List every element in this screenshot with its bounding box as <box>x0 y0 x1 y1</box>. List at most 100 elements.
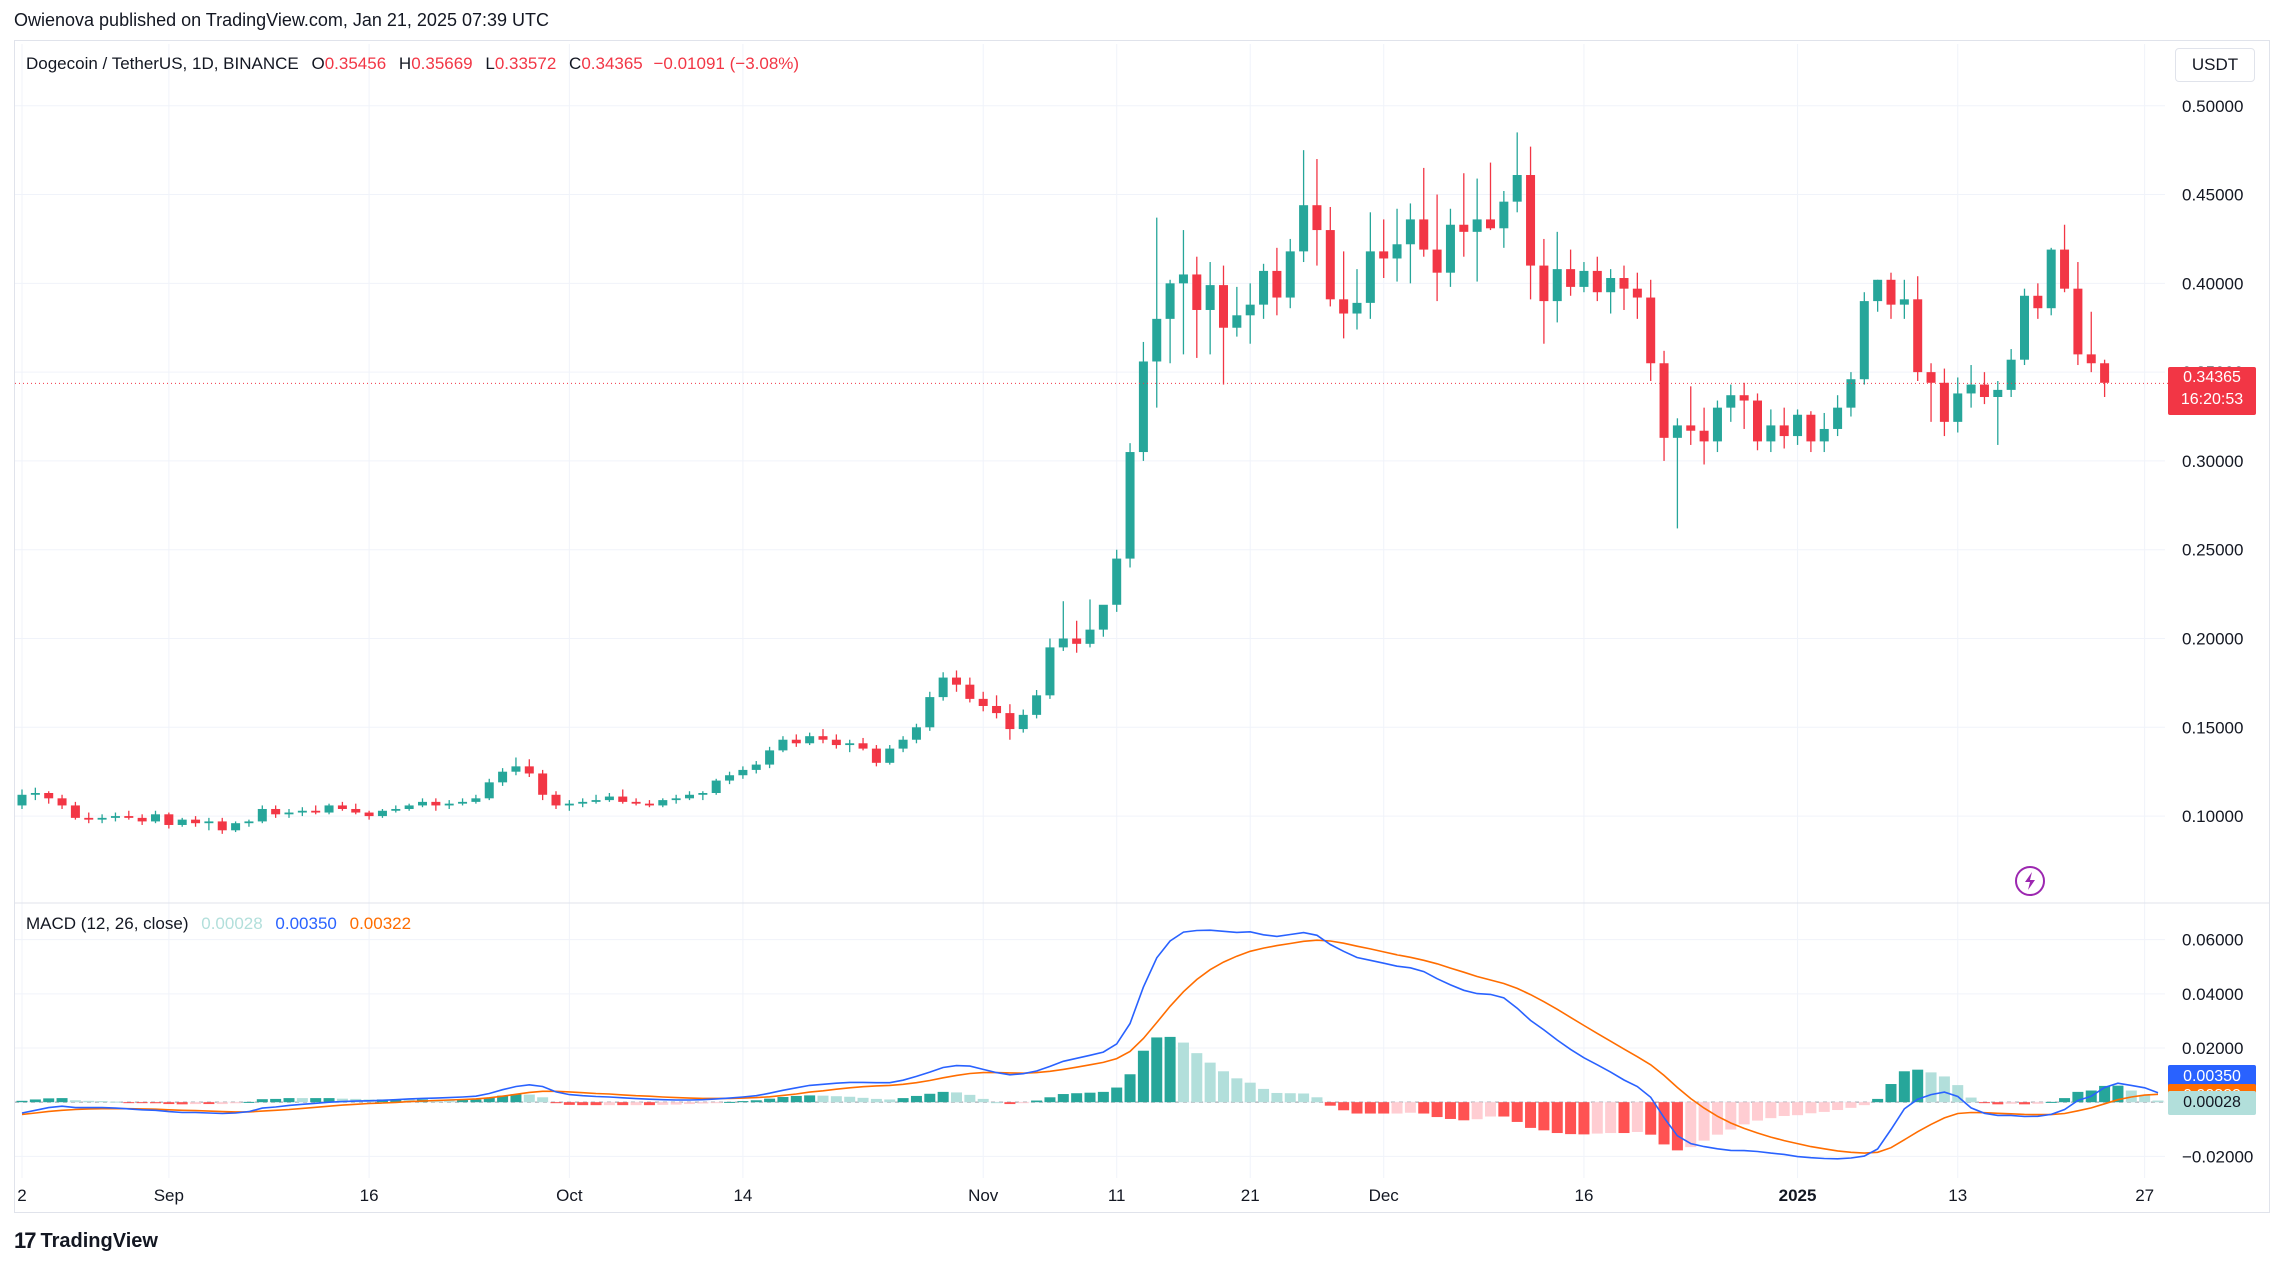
replay-lightning-icon <box>2015 866 2045 896</box>
macd-histogram-bar <box>16 1100 28 1103</box>
candle-body <box>2046 249 2056 309</box>
macd-histogram-bar <box>1645 1102 1657 1135</box>
macd-histogram-bar <box>2112 1085 2124 1103</box>
candle-body <box>965 684 975 699</box>
candle-body <box>1926 372 1936 383</box>
time-axis-tick: 16 <box>360 1186 379 1205</box>
candle-body <box>845 743 855 746</box>
macd-histogram-bar <box>390 1099 402 1103</box>
macd-histogram-bar <box>2019 1102 2030 1105</box>
macd-histogram-bar <box>1925 1072 1937 1103</box>
candle-body <box>297 810 307 813</box>
time-axis-tick: Nov <box>968 1186 999 1205</box>
price-axis-tick: 0.20000 <box>2182 630 2243 649</box>
macd-histogram-bar <box>1898 1071 1910 1103</box>
macd-histogram-bar <box>724 1101 736 1103</box>
macd-histogram-bar <box>497 1095 509 1103</box>
macd-histogram-bar <box>1992 1102 2004 1105</box>
macd-histogram-bar <box>1204 1062 1216 1103</box>
candle-body <box>1272 270 1282 298</box>
time-axis-tick: Sep <box>154 1186 184 1205</box>
candle-body <box>1285 251 1295 298</box>
macd-histogram-bar <box>1698 1102 1710 1141</box>
candle-body <box>2073 288 2083 355</box>
macd-histogram-bar <box>1004 1102 1016 1105</box>
macd-histogram-bar <box>1458 1102 1470 1121</box>
candle-body <box>418 801 427 806</box>
macd-histogram-bar <box>1805 1102 1817 1114</box>
candle-body <box>2060 249 2070 289</box>
candle-body <box>1125 452 1135 559</box>
candle-body <box>992 705 1002 714</box>
candle-body <box>1592 270 1602 293</box>
candle-body <box>1192 274 1202 310</box>
macd-histogram-bar <box>1137 1050 1149 1103</box>
candle-body <box>1632 288 1642 298</box>
candle-body <box>244 821 254 824</box>
tradingview-logo[interactable]: 17 TradingView <box>14 1228 158 1254</box>
price-axis-tick: 0.30000 <box>2182 452 2243 471</box>
candle-body <box>538 773 548 795</box>
candle-body <box>391 808 401 811</box>
candle-body <box>685 794 694 799</box>
macd-histogram-bar <box>1231 1078 1243 1103</box>
macd-histogram-bar <box>1978 1102 1990 1104</box>
candle-body <box>164 814 174 825</box>
macd-histogram-bar <box>1551 1102 1563 1134</box>
macd-histogram-bar <box>270 1098 282 1103</box>
candle-body <box>1419 219 1429 250</box>
candle-body <box>1953 393 1963 422</box>
macd-histogram-bar <box>1364 1102 1376 1114</box>
candle-body <box>1299 205 1309 252</box>
publisher-credit: Owienova published on TradingView.com, J… <box>14 10 549 30</box>
candle-body <box>1178 274 1188 284</box>
candle-body <box>858 743 868 749</box>
macd-histogram-bar <box>1952 1085 1964 1103</box>
time-axis-tick: 16 <box>1574 1186 1593 1205</box>
candle-body <box>1552 269 1562 302</box>
macd-histogram-bar <box>2139 1094 2151 1103</box>
candle-body <box>1152 318 1162 362</box>
macd-histogram-bar <box>1485 1102 1496 1117</box>
macd-histogram-bar <box>951 1092 962 1103</box>
candle-body <box>925 697 935 728</box>
macd-histogram-bar <box>1685 1102 1697 1148</box>
open-label: O <box>311 54 325 73</box>
macd-title[interactable]: MACD (12, 26, close) <box>26 914 189 933</box>
candle-body <box>1659 363 1669 438</box>
price-axis-tick: 0.15000 <box>2182 718 2243 737</box>
macd-histogram-bar <box>1858 1102 1870 1106</box>
candle-body <box>778 739 788 751</box>
candle-body <box>871 748 881 763</box>
macd-histogram-bar <box>96 1101 108 1103</box>
candle-body <box>1072 638 1082 644</box>
symbol-name[interactable]: Dogecoin / TetherUS, 1D, BINANCE <box>26 54 299 73</box>
currency-unit-button[interactable]: USDT <box>2175 48 2255 82</box>
macd-histogram-bar <box>83 1100 95 1103</box>
candle-body <box>444 803 454 806</box>
macd-histogram-bar <box>657 1102 669 1105</box>
macd-histogram-bar <box>817 1095 829 1103</box>
candle-body <box>431 801 441 806</box>
candle-body <box>1018 714 1028 730</box>
macd-histogram-bar <box>1351 1102 1363 1114</box>
macd-axis-tick: 0.06000 <box>2182 931 2243 950</box>
candle-body <box>791 739 801 744</box>
macd-histogram-bar <box>296 1098 308 1103</box>
candle-body <box>1045 647 1055 696</box>
macd-histogram-bar <box>1912 1069 1924 1103</box>
candle-body <box>337 805 347 809</box>
candle-body <box>1793 414 1803 437</box>
macd-histogram-bar <box>1418 1102 1430 1114</box>
candle-body <box>324 805 334 813</box>
candle-body <box>284 812 294 815</box>
macd-histogram-bar <box>910 1095 922 1103</box>
open-value: 0.35456 <box>324 54 387 73</box>
price-axis-tick: 0.45000 <box>2182 186 2243 205</box>
macd-histogram-bar <box>1565 1102 1577 1135</box>
candle-body <box>1339 299 1349 314</box>
macd-histogram-bar <box>884 1099 896 1103</box>
candle-body <box>1512 175 1522 202</box>
macd-histogram-bar <box>2032 1102 2044 1104</box>
